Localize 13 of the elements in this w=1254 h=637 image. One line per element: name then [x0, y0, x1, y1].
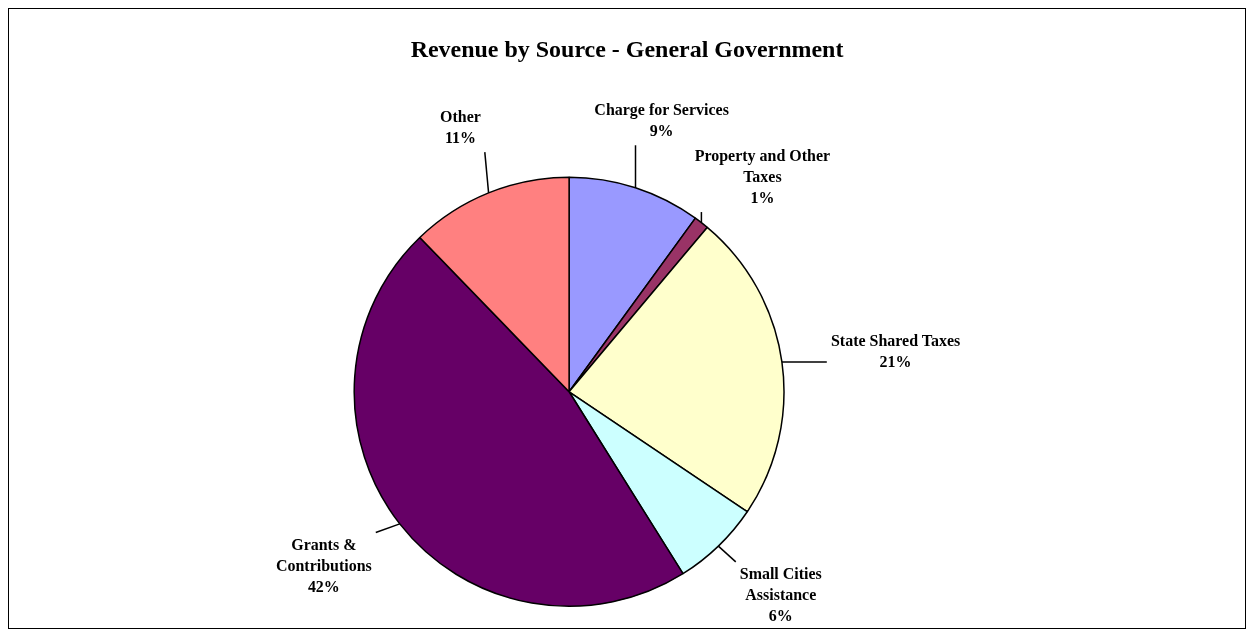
data-label: 9%: [649, 121, 674, 139]
data-label: 21%: [879, 352, 912, 370]
slice-label: Property and Other Taxes: [694, 146, 831, 185]
chart-title: Revenue by Source - General Government: [410, 36, 844, 63]
slice-label: Other: [440, 107, 481, 125]
slice-label: Charge for Services: [594, 101, 729, 120]
slice-label: Grants & Contributions: [275, 536, 372, 574]
data-label: 1%: [750, 188, 775, 206]
slice-label: Small Cities Assistance: [739, 565, 822, 604]
data-label: 11%: [444, 128, 476, 146]
data-label: 6%: [768, 607, 793, 625]
data-label: 42%: [307, 577, 340, 595]
slice-label: State Shared Taxes: [830, 331, 961, 349]
